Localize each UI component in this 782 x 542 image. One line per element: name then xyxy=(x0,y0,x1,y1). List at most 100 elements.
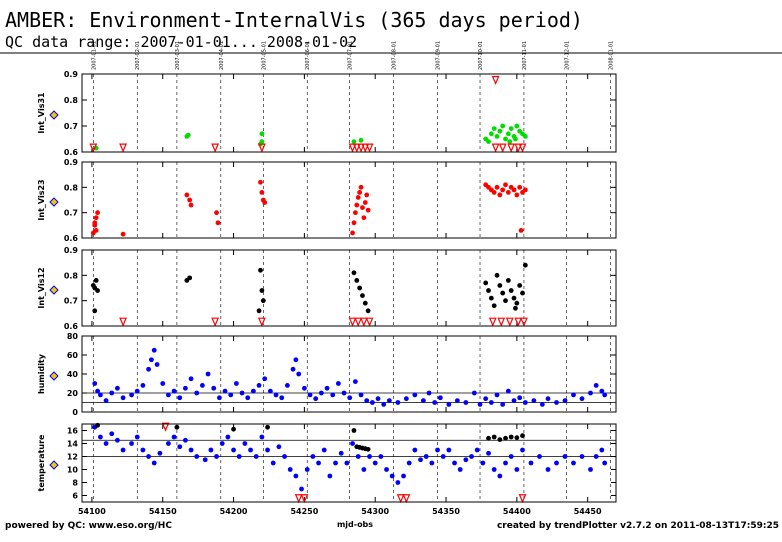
data-point xyxy=(522,134,528,139)
data-point xyxy=(157,450,163,456)
data-point xyxy=(335,381,341,386)
y-axis-label: temperature xyxy=(37,434,46,492)
data-point xyxy=(508,126,514,131)
data-point xyxy=(571,460,576,466)
data-point xyxy=(231,447,236,453)
y-tick-label: 0.6 xyxy=(64,322,79,331)
data-point xyxy=(518,494,527,504)
data-point xyxy=(474,447,480,453)
data-point xyxy=(364,398,370,403)
data-point xyxy=(184,192,190,198)
data-point xyxy=(301,385,307,391)
data-point xyxy=(259,190,265,195)
data-point xyxy=(412,447,418,453)
data-point xyxy=(403,396,409,402)
data-point xyxy=(361,215,367,221)
data-point xyxy=(360,205,365,211)
data-point xyxy=(92,220,98,226)
date-label: 2007-11-01 xyxy=(522,41,528,70)
data-point xyxy=(593,383,599,388)
marker-icon xyxy=(49,285,59,295)
data-point xyxy=(545,467,551,472)
data-point xyxy=(149,357,154,363)
data-point xyxy=(579,396,585,402)
panel-Int_Vis12: 0.6 0.7 0.8 0.9 Int_Vis12 xyxy=(37,246,617,331)
data-point xyxy=(287,467,293,472)
data-point xyxy=(177,444,183,450)
data-point xyxy=(514,123,520,129)
data-point xyxy=(517,184,523,190)
data-point xyxy=(480,460,486,466)
marker-icon xyxy=(49,371,59,381)
data-point xyxy=(364,192,370,198)
data-point xyxy=(491,303,497,309)
data-point xyxy=(258,267,263,273)
page-subtitle: QC data range: 2007-01-01... 2008-01-02 xyxy=(5,33,357,51)
y-tick-label: 0.6 xyxy=(64,148,79,157)
data-point xyxy=(355,454,361,459)
data-point xyxy=(491,143,500,153)
data-point xyxy=(497,473,503,479)
data-point xyxy=(401,473,406,479)
data-point xyxy=(129,441,134,446)
data-point xyxy=(420,398,426,403)
data-point xyxy=(505,190,511,195)
y-tick-label: 0.7 xyxy=(64,209,78,218)
data-point xyxy=(517,283,523,288)
data-point xyxy=(351,270,357,276)
data-point xyxy=(352,143,361,153)
data-point xyxy=(531,398,537,403)
data-point xyxy=(194,390,200,396)
y-tick-label: 6 xyxy=(72,492,78,501)
data-point xyxy=(518,143,527,153)
data-point xyxy=(257,317,266,327)
data-point xyxy=(503,136,508,142)
data-point xyxy=(514,435,520,441)
data-point xyxy=(491,75,500,86)
y-tick-label: 40 xyxy=(67,370,79,379)
data-point xyxy=(259,434,265,440)
data-point xyxy=(593,454,599,459)
date-label: 2007-02-01 xyxy=(135,41,141,70)
data-point xyxy=(367,454,372,459)
y-tick-label: 80 xyxy=(67,332,79,341)
data-point xyxy=(103,398,109,403)
data-point xyxy=(365,446,371,452)
data-point xyxy=(354,202,360,208)
marker-icon xyxy=(49,460,59,470)
data-point xyxy=(354,317,363,327)
data-point xyxy=(258,179,263,185)
data-point xyxy=(259,288,265,293)
data-point xyxy=(500,290,506,296)
date-label: 2007-05-01 xyxy=(261,41,267,70)
data-point xyxy=(396,494,405,504)
data-point xyxy=(259,131,265,137)
data-point xyxy=(93,228,99,233)
data-point xyxy=(488,400,494,405)
data-point xyxy=(588,390,593,396)
y-tick-label: 20 xyxy=(67,389,79,398)
data-point xyxy=(313,396,319,402)
panel-frame xyxy=(81,73,617,153)
data-point xyxy=(498,143,507,153)
data-point xyxy=(262,200,268,205)
data-point xyxy=(386,398,392,403)
data-point xyxy=(362,200,368,205)
data-point xyxy=(357,143,365,153)
data-point xyxy=(486,288,491,293)
data-point xyxy=(395,400,401,405)
data-point xyxy=(293,473,299,479)
data-point xyxy=(351,139,357,145)
data-point xyxy=(440,454,446,459)
data-point xyxy=(146,366,151,372)
data-point xyxy=(579,454,585,459)
data-point xyxy=(351,428,357,433)
data-point xyxy=(381,402,387,407)
data-point xyxy=(187,197,193,203)
data-point xyxy=(513,305,518,311)
data-point xyxy=(357,190,363,195)
data-point xyxy=(599,388,605,394)
data-point xyxy=(324,385,330,391)
data-point xyxy=(316,460,321,466)
data-point xyxy=(95,288,100,293)
